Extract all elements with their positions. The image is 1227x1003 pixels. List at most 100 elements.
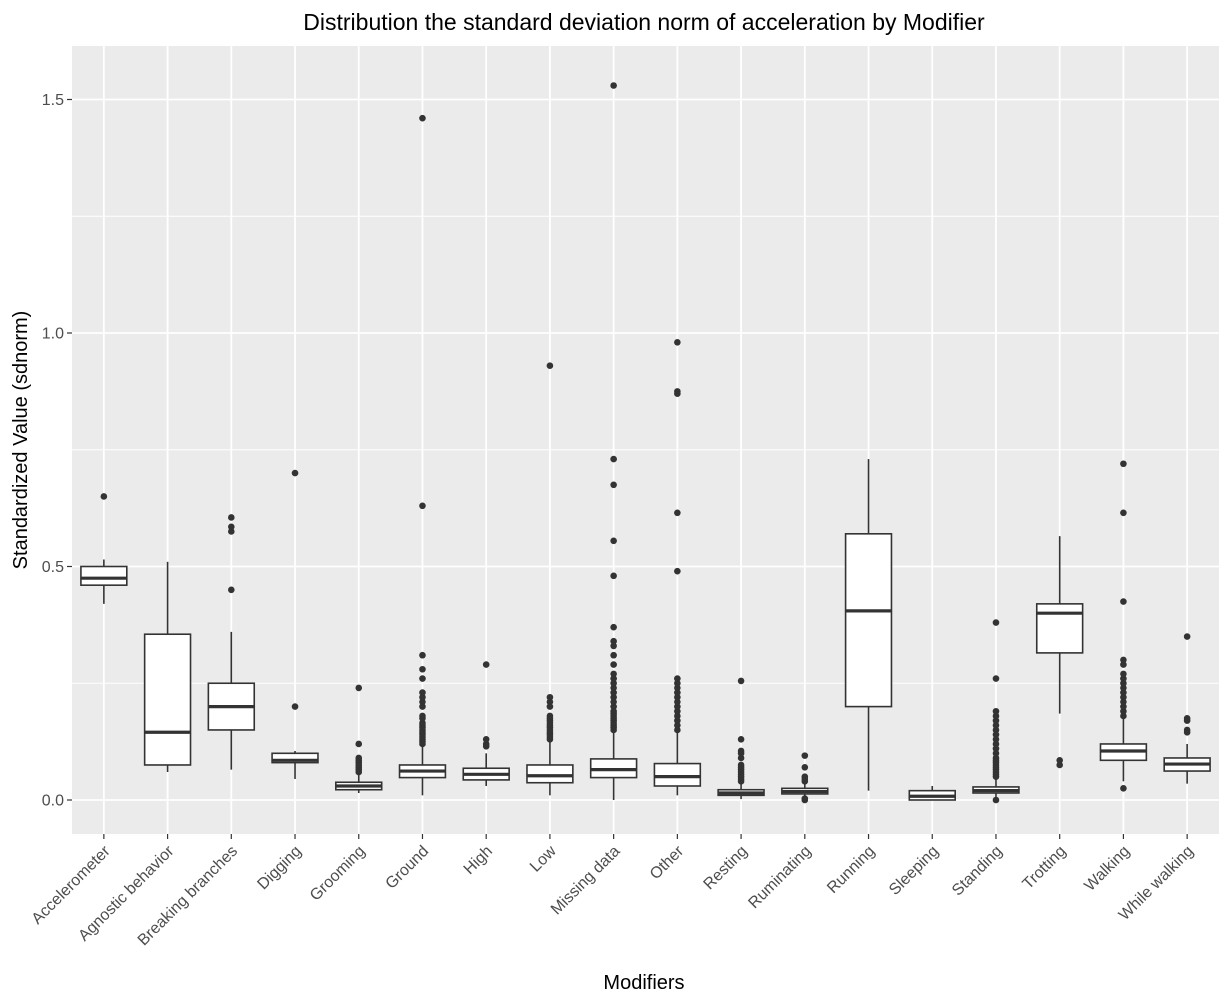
outlier-point: [355, 740, 363, 748]
outlier-point: [419, 675, 426, 682]
outlier-point: [674, 675, 681, 682]
y-tick-label: 0.5: [42, 559, 64, 576]
outlier-point: [1056, 757, 1063, 764]
outlier-point: [419, 698, 426, 706]
outlier-point: [674, 689, 681, 696]
outlier-point: [992, 796, 1000, 804]
outlier-point: [992, 619, 1000, 626]
outlier-point: [1120, 509, 1127, 517]
outlier-point: [610, 698, 617, 706]
outlier-point: [674, 388, 681, 395]
outlier-point: [1120, 656, 1127, 664]
outlier-point: [228, 514, 235, 521]
box-body: [526, 764, 574, 784]
x-tick-label: Standing: [949, 843, 1006, 900]
outlier-point: [482, 735, 490, 743]
box-body: [271, 752, 319, 764]
outlier-point: [419, 693, 426, 701]
outlier-point: [291, 703, 299, 710]
outlier-point: [737, 754, 745, 762]
box-body: [143, 633, 192, 766]
outlier-point: [674, 712, 681, 720]
box-trotting: [1035, 536, 1084, 769]
outlier-point: [1120, 693, 1127, 701]
x-tick-label: Running: [824, 843, 878, 897]
outlier-point: [419, 719, 426, 727]
outlier-point: [992, 745, 1000, 752]
outlier-point: [482, 661, 490, 668]
outlier-point: [674, 679, 681, 687]
box-ruminating: [781, 752, 829, 804]
outlier-point: [610, 455, 617, 463]
outlier-point: [992, 707, 1000, 715]
x-tick-label: Grooming: [307, 843, 369, 905]
x-tick-label: Sleeping: [886, 843, 942, 899]
outlier-point: [1183, 714, 1191, 722]
outlier-point: [482, 740, 490, 748]
outlier-point: [419, 689, 426, 696]
outlier-point: [1183, 726, 1191, 734]
outlier-point: [610, 661, 617, 668]
outlier-point: [674, 707, 681, 715]
box-other: [653, 339, 702, 796]
outlier-point: [801, 795, 809, 802]
outlier-point: [546, 362, 554, 369]
outlier-point: [1120, 712, 1127, 720]
outlier-point: [737, 747, 745, 755]
outlier-point: [610, 82, 617, 89]
outlier-point: [610, 684, 617, 692]
outlier-point: [228, 523, 235, 531]
box-agnostic-behavior: [143, 561, 192, 772]
outlier-point: [674, 567, 681, 575]
outlier-point: [355, 754, 363, 762]
box-body: [80, 565, 128, 586]
outlier-point: [228, 528, 235, 535]
y-tick-label: 0.0: [42, 793, 64, 810]
outlier-point: [1120, 689, 1127, 696]
outlier-point: [674, 684, 681, 692]
outlier-point: [610, 675, 617, 682]
outlier-point: [1120, 670, 1127, 678]
outlier-point: [674, 339, 681, 346]
outlier-point: [992, 675, 1000, 682]
outlier-point: [801, 764, 809, 771]
outlier-point: [1120, 785, 1127, 792]
outlier-point: [355, 684, 363, 692]
outlier-point: [610, 703, 617, 710]
outlier-point: [674, 693, 681, 701]
x-axis-title: Modifiers: [603, 972, 684, 994]
x-tick-label: Trotting: [1020, 843, 1070, 893]
y-tick-label: 1.5: [42, 92, 64, 109]
outlier-point: [801, 752, 809, 759]
box-missing-data: [589, 82, 638, 800]
outlier-point: [674, 717, 681, 724]
outlier-point: [1120, 698, 1127, 706]
x-tick-label: Digging: [254, 843, 304, 893]
outlier-point: [674, 703, 681, 710]
box-ground: [398, 114, 447, 796]
outlier-point: [801, 773, 809, 780]
outlier-point: [674, 509, 681, 517]
chart-title: Distribution the standard deviation norm…: [303, 9, 985, 35]
outlier-point: [992, 740, 1000, 748]
x-tick-label: Walking: [1081, 843, 1133, 895]
x-tick-label: Resting: [701, 843, 751, 893]
outlier-point: [546, 712, 554, 720]
plot-panel: [72, 46, 1219, 834]
box-grooming: [335, 684, 383, 793]
box-running: [844, 459, 893, 791]
outlier-point: [419, 712, 426, 720]
outlier-point: [610, 572, 617, 580]
outlier-point: [1120, 703, 1127, 710]
outlier-point: [610, 642, 617, 650]
outlier-point: [100, 493, 108, 500]
box-standing: [972, 619, 1020, 804]
box-low: [526, 362, 574, 796]
outlier-point: [419, 114, 426, 122]
outlier-point: [610, 537, 617, 545]
outlier-point: [1120, 684, 1127, 692]
outlier-point: [992, 717, 1000, 724]
outlier-point: [1120, 707, 1127, 715]
box-digging: [271, 469, 319, 779]
